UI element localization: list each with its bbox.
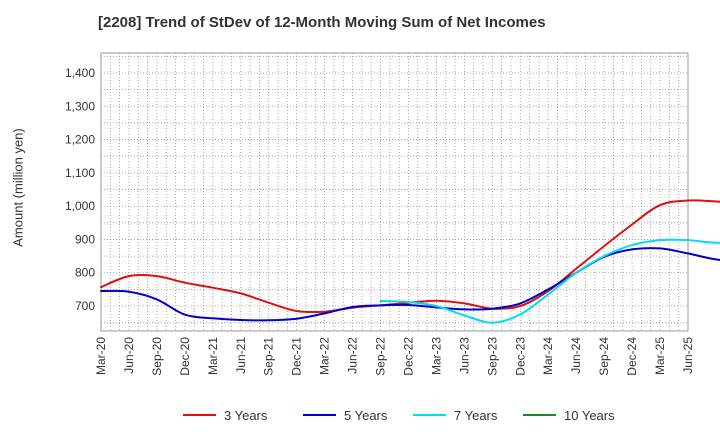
- x-tick-label: Sep-24: [597, 337, 611, 376]
- x-tick-label: Sep-23: [485, 337, 499, 376]
- x-tick-label: Mar-24: [541, 337, 555, 375]
- series-line-7-years: [379, 238, 720, 324]
- x-tick-label: Dec-22: [401, 337, 415, 376]
- x-tick-label: Mar-23: [429, 337, 443, 375]
- y-tick-label: 1,200: [65, 133, 95, 147]
- y-tick-label: 1,100: [65, 166, 95, 180]
- series-line-3-years: [100, 199, 720, 314]
- y-tick-label: 1,300: [65, 99, 95, 113]
- x-tick-label: Sep-21: [262, 337, 276, 376]
- x-tick-label: Jun-24: [569, 337, 583, 374]
- x-tick-label: Jun-22: [346, 337, 360, 374]
- y-tick-label: 1,400: [65, 66, 95, 80]
- x-tick-label: Mar-20: [94, 337, 108, 375]
- x-tick-label: Mar-25: [653, 337, 667, 375]
- legend-label-10-years: 10 Years: [564, 408, 615, 423]
- x-tick-label: Sep-20: [150, 337, 164, 376]
- legend-label-7-years: 7 Years: [454, 408, 498, 423]
- y-tick-label: 700: [75, 299, 95, 313]
- x-tick-label: Jun-21: [234, 337, 248, 374]
- x-tick-label: Mar-22: [318, 337, 332, 375]
- x-tick-label: Dec-20: [178, 337, 192, 376]
- x-tick-label: Dec-21: [290, 337, 304, 376]
- chart-title: [2208] Trend of StDev of 12-Month Moving…: [98, 14, 546, 31]
- y-tick-label: 800: [75, 266, 95, 280]
- y-tick-label: 1,000: [65, 199, 95, 213]
- x-tick-label: Sep-22: [374, 337, 388, 376]
- x-tick-label: Dec-24: [625, 337, 639, 376]
- legend-label-3-years: 3 Years: [224, 408, 268, 423]
- legend-label-5-years: 5 Years: [344, 408, 388, 423]
- y-tick-label: 900: [75, 232, 95, 246]
- x-tick-label: Mar-21: [206, 337, 220, 375]
- x-tick-label: Jun-20: [122, 337, 136, 374]
- x-tick-label: Jun-23: [457, 337, 471, 374]
- x-tick-label: Dec-23: [513, 337, 527, 376]
- x-tick-label: Jun-25: [681, 337, 695, 374]
- series-line-5-years: [100, 247, 720, 322]
